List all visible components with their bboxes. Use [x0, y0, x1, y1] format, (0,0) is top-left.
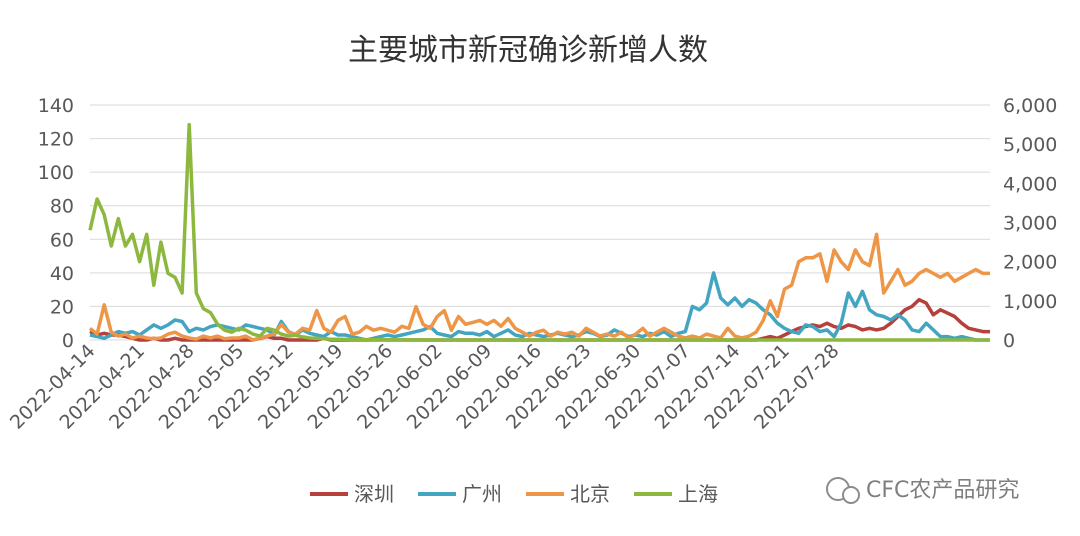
plot-series	[88, 122, 990, 342]
y-left-tick-label: 120	[38, 129, 74, 151]
legend-label: 深圳	[354, 482, 394, 506]
y-right-tick-label: 2,000	[1003, 252, 1057, 274]
y-left-tick-label: 140	[38, 95, 74, 117]
series-line-2	[88, 232, 990, 342]
gridlines	[90, 104, 990, 341]
y-right-tick-label: 0	[1003, 330, 1015, 352]
legend-label: 北京	[570, 482, 610, 506]
legend: 深圳 广州 北京 上海	[310, 482, 718, 506]
y-right-tick-label: 1,000	[1003, 291, 1057, 313]
y-left-tick-label: 60	[50, 229, 74, 251]
y-right-tick-label: 3,000	[1003, 213, 1057, 235]
y-left-tick-label: 40	[50, 263, 74, 285]
x-axis: 2022-04-142022-04-212022-04-282022-05-05…	[6, 340, 844, 434]
chart-title: 主要城市新冠确诊新增人数	[348, 33, 708, 68]
y-right-tick-label: 4,000	[1003, 173, 1057, 195]
wechat-icon	[842, 486, 860, 504]
series-line-3	[88, 122, 990, 342]
legend-label: 上海	[678, 482, 718, 506]
right-y-axis: 0 1,000 2,000 3,000 4,000 5,000 6,000	[1003, 95, 1057, 352]
y-left-tick-label: 0	[62, 330, 74, 352]
y-left-tick-label: 20	[50, 296, 74, 318]
y-right-tick-label: 6,000	[1003, 95, 1057, 117]
y-right-tick-label: 5,000	[1003, 134, 1057, 156]
left-y-axis: 0 20 40 60 80 100 120 140	[38, 95, 74, 352]
y-left-tick-label: 80	[50, 196, 74, 218]
watermark: CFC农产品研究	[826, 477, 1019, 504]
watermark-text: CFC农产品研究	[866, 478, 1019, 503]
legend-label: 广州	[462, 482, 502, 506]
y-left-tick-label: 100	[38, 162, 74, 184]
